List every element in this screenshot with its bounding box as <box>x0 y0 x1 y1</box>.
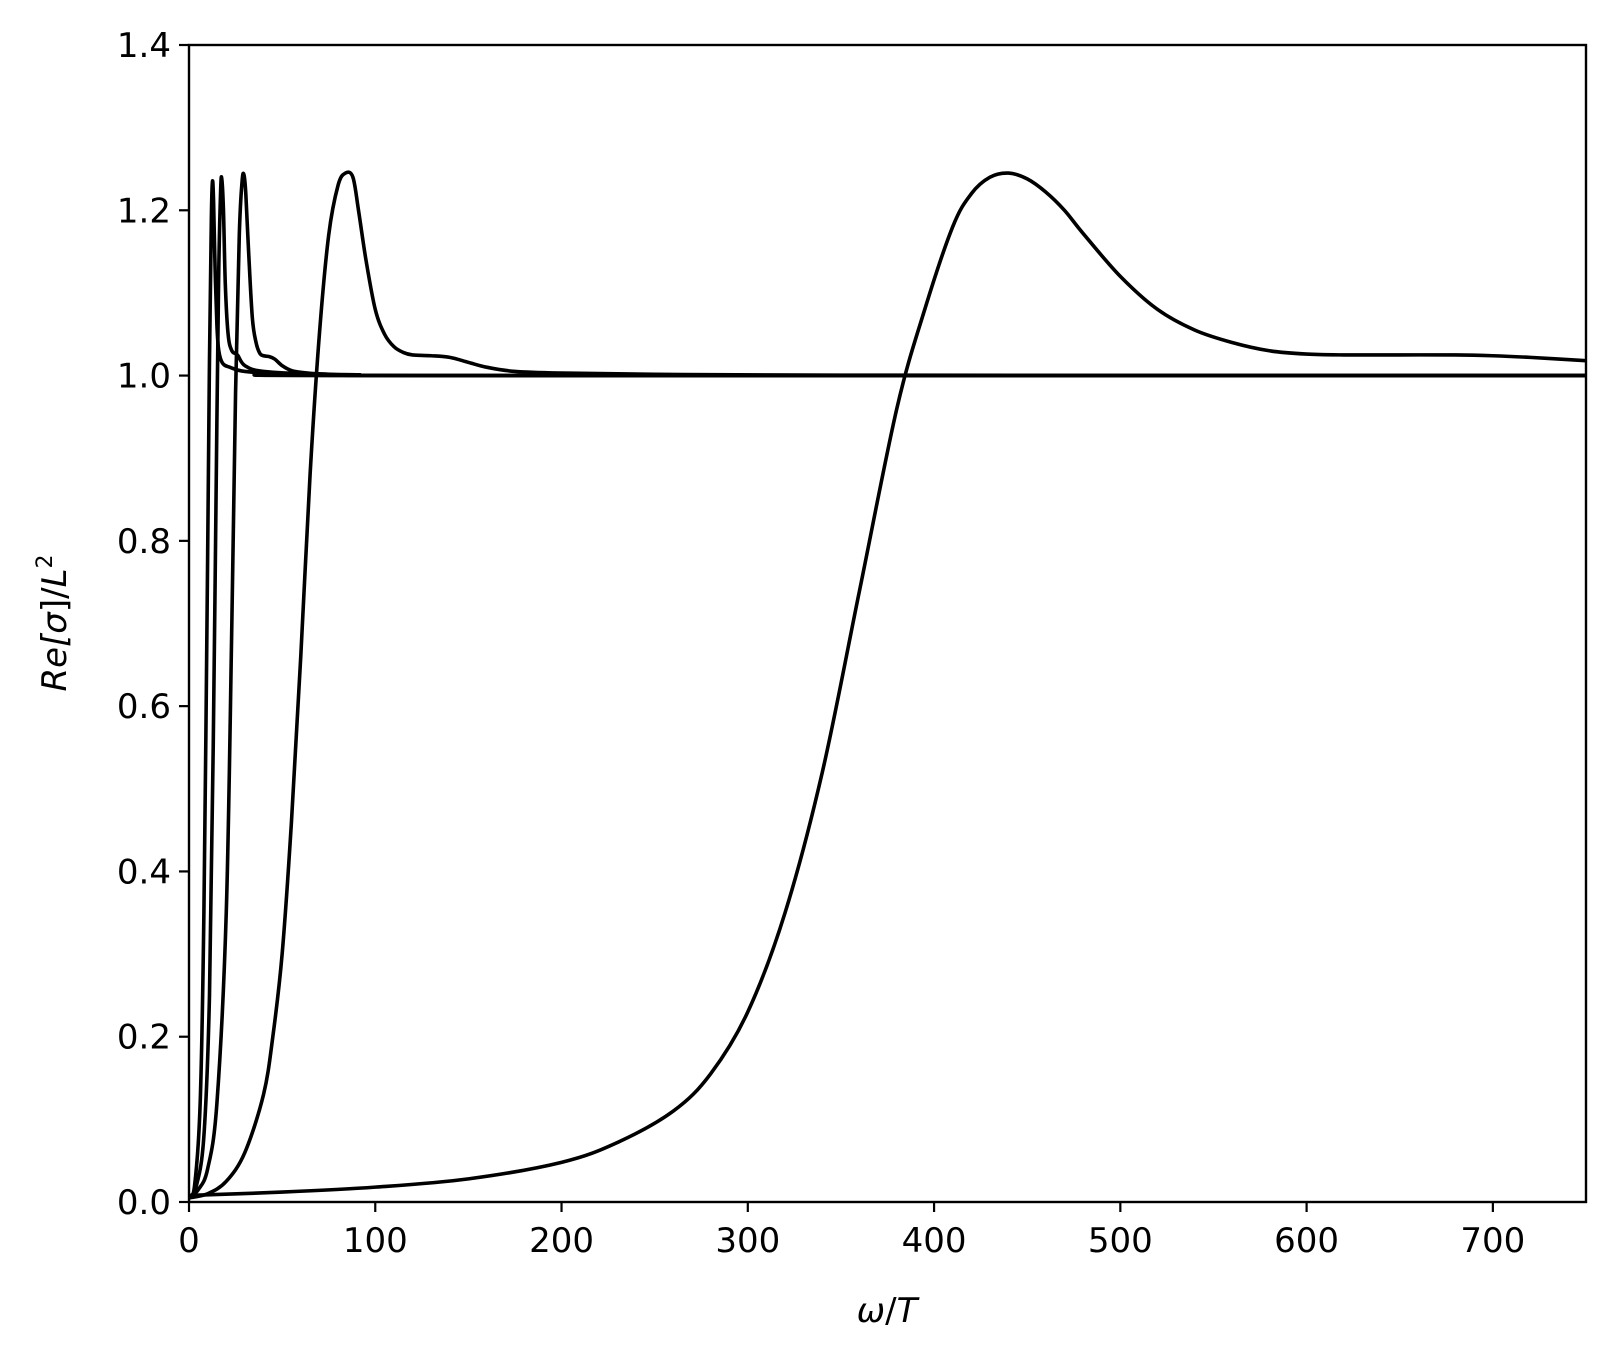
x-tick-label: 100 <box>343 1221 408 1261</box>
plot-frame <box>187 43 1588 1204</box>
y-tick-label: 0.2 <box>117 1018 171 1058</box>
y-tick-label: 0.0 <box>117 1183 171 1223</box>
x-tick-label: 500 <box>1088 1221 1153 1261</box>
x-axis-label: ω/T <box>857 1291 920 1331</box>
series-line-3 <box>189 171 1586 1200</box>
series-line-1 <box>189 179 1586 1200</box>
x-tick-label: 700 <box>1460 1221 1525 1261</box>
y-tick-label: 0.6 <box>117 687 171 727</box>
x-tick-label: 400 <box>902 1221 967 1261</box>
x-axis: 0 100 200 300 400 500 600 700 <box>178 1202 1525 1261</box>
series-line-2 <box>189 175 1586 1200</box>
x-tick-label: 0 <box>178 1221 200 1261</box>
y-tick-label: 1.4 <box>117 26 171 66</box>
y-tick-label: 1.2 <box>117 191 171 231</box>
y-axis: 0.0 0.2 0.4 0.6 0.8 1.0 1.2 1.4 <box>117 26 189 1223</box>
x-tick-label: 600 <box>1274 1221 1339 1261</box>
series-layer <box>189 170 1586 1200</box>
y-tick-label: 0.4 <box>117 852 171 892</box>
x-tick-label: 300 <box>715 1221 780 1261</box>
y-tick-label: 1.0 <box>117 357 171 397</box>
y-tick-label: 0.8 <box>117 522 171 562</box>
series-line-4 <box>189 170 1586 1200</box>
series-line-5 <box>189 171 1586 1198</box>
x-tick-label: 200 <box>529 1221 594 1261</box>
y-axis-label: Re[σ]/L2 <box>33 554 75 691</box>
